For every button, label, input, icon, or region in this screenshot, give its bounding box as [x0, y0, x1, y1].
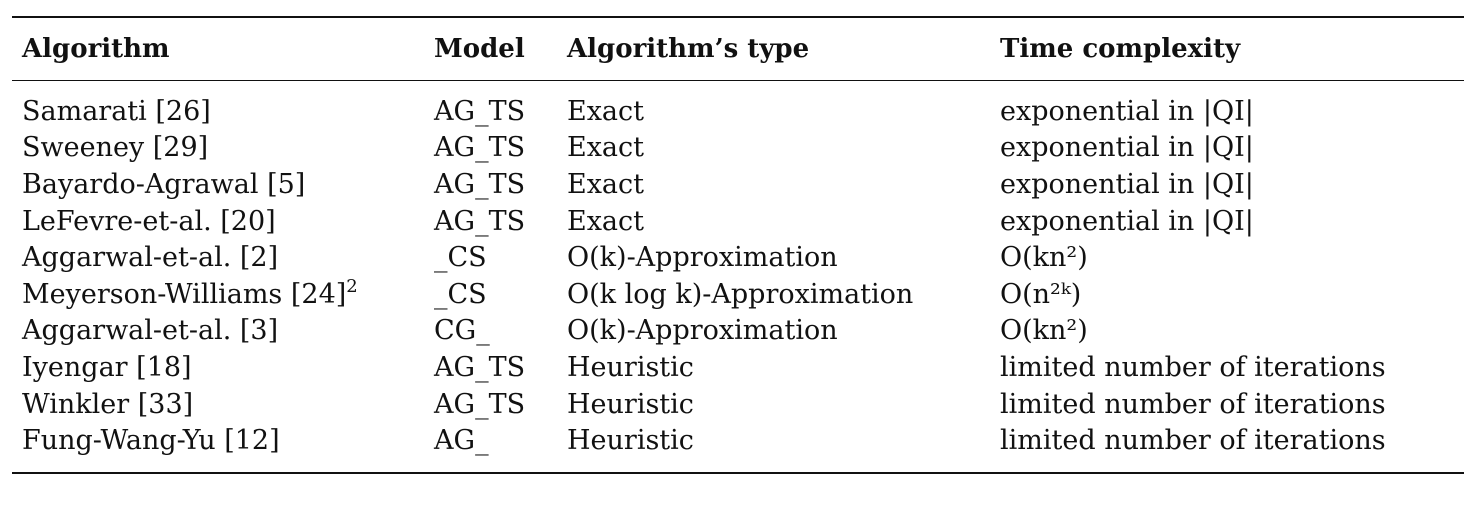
table-row: Iyengar [18] AG_TS Heuristic limited number… [12, 349, 1464, 386]
cell-algorithm-type: O(k)-Approximation [567, 315, 838, 347]
cell-algorithm-type: O(k log k)-Approximation [567, 278, 914, 310]
cell-algorithm: Samarati [26] [12, 93, 434, 130]
algorithm-name: Samarati [26] [22, 95, 211, 127]
algorithm-name: Sweeney [29] [22, 132, 209, 164]
cell-algorithm: Aggarwal-et-al. [3] [12, 313, 434, 350]
algorithm-name: Bayardo-Agrawal [5] [22, 168, 306, 200]
cell-algorithm: Iyengar [18] [12, 349, 434, 386]
cell-algorithm-type: Exact [567, 168, 645, 200]
cell-algorithm-type: Exact [567, 132, 645, 164]
cell-model: AG_TS [434, 351, 526, 383]
table-body: Samarati [26] AG_TS Exact exponential in |Q… [12, 81, 1464, 472]
algorithms-table: Algorithm Model Algorithm’s type Time co… [12, 16, 1464, 474]
cell-algorithm-type: O(k)-Approximation [567, 242, 838, 274]
table-row: Meyerson-Williams [24]2 _CS O(k log k)-App… [12, 276, 1464, 313]
cell-model: AG_TS [434, 205, 526, 237]
cell-model: AG_TS [434, 95, 526, 127]
cell-algorithm-type: Heuristic [567, 351, 694, 383]
cell-time-complexity: exponential in |QI| [1000, 132, 1254, 164]
algorithm-name: Fung-Wang-Yu [12] [22, 425, 280, 457]
header-rule [12, 80, 1464, 81]
table-row: Aggarwal-et-al. [3] CG_ O(k)-Approximation… [12, 313, 1464, 350]
cell-algorithm: Sweeney [29] [12, 130, 434, 167]
cell-time-complexity: exponential in |QI| [1000, 168, 1254, 200]
cell-time-complexity: exponential in |QI| [1000, 205, 1254, 237]
cell-model: AG_TS [434, 132, 526, 164]
header-time-complexity: Time complexity [1000, 34, 1241, 64]
cell-time-complexity: O(kn²) [1000, 315, 1088, 347]
header-model: Model [434, 34, 525, 64]
footnote-marker: 2 [346, 275, 358, 297]
bottom-rule [12, 471, 1464, 474]
algorithm-name: Aggarwal-et-al. [3] [22, 315, 279, 347]
cell-algorithm-type: Heuristic [567, 425, 694, 457]
cell-algorithm: Winkler [33] [12, 386, 434, 423]
cell-time-complexity: O(n²ᵏ) [1000, 278, 1082, 310]
table-row: LeFevre-et-al. [20] AG_TS Exact exponential… [12, 203, 1464, 240]
cell-algorithm-type: Heuristic [567, 388, 694, 420]
table-row: Fung-Wang-Yu [12] AG_ Heuristic limited num… [12, 422, 1464, 459]
top-rule [12, 16, 1464, 18]
cell-model: AG_ [434, 425, 489, 457]
cell-model: CG_ [434, 315, 490, 347]
cell-model: AG_TS [434, 388, 526, 420]
cell-algorithm-type: Exact [567, 205, 645, 237]
table-row: Samarati [26] AG_TS Exact exponential in |Q… [12, 93, 1464, 130]
cell-model: _CS [434, 242, 487, 274]
algorithm-name: Winkler [33] [22, 388, 194, 420]
cell-model: AG_TS [434, 168, 526, 200]
cell-time-complexity: O(kn²) [1000, 242, 1088, 274]
cell-algorithm-type: Exact [567, 95, 645, 127]
algorithm-name: Iyengar [18] [22, 351, 192, 383]
table-row: Winkler [33] AG_TS Heuristic limited number… [12, 386, 1464, 423]
cell-time-complexity: limited number of iterations [1000, 388, 1386, 420]
cell-algorithm: LeFevre-et-al. [20] [12, 203, 434, 240]
algorithm-name: LeFevre-et-al. [20] [22, 205, 276, 237]
cell-model: _CS [434, 278, 487, 310]
cell-algorithm: Fung-Wang-Yu [12] [12, 422, 434, 459]
header-algorithm-type: Algorithm’s type [567, 34, 810, 64]
algorithm-name: Meyerson-Williams [24] [22, 278, 347, 310]
table-row: Bayardo-Agrawal [5] AG_TS Exact exponential… [12, 166, 1464, 203]
cell-time-complexity: limited number of iterations [1000, 425, 1386, 457]
header-algorithm: Algorithm [22, 34, 170, 64]
header-row: Algorithm Model Algorithm’s type Time co… [12, 18, 1464, 80]
table-row: Aggarwal-et-al. [2] _CS O(k)-Approximation… [12, 239, 1464, 276]
algorithm-name: Aggarwal-et-al. [2] [22, 242, 279, 274]
cell-time-complexity: exponential in |QI| [1000, 95, 1254, 127]
cell-time-complexity: limited number of iterations [1000, 351, 1386, 383]
cell-algorithm: Bayardo-Agrawal [5] [12, 166, 434, 203]
table-header: Algorithm Model Algorithm’s type Time co… [12, 18, 1464, 80]
cell-algorithm: Meyerson-Williams [24]2 [12, 276, 434, 313]
cell-algorithm: Aggarwal-et-al. [2] [12, 239, 434, 276]
table-row: Sweeney [29] AG_TS Exact exponential in |QI… [12, 130, 1464, 167]
